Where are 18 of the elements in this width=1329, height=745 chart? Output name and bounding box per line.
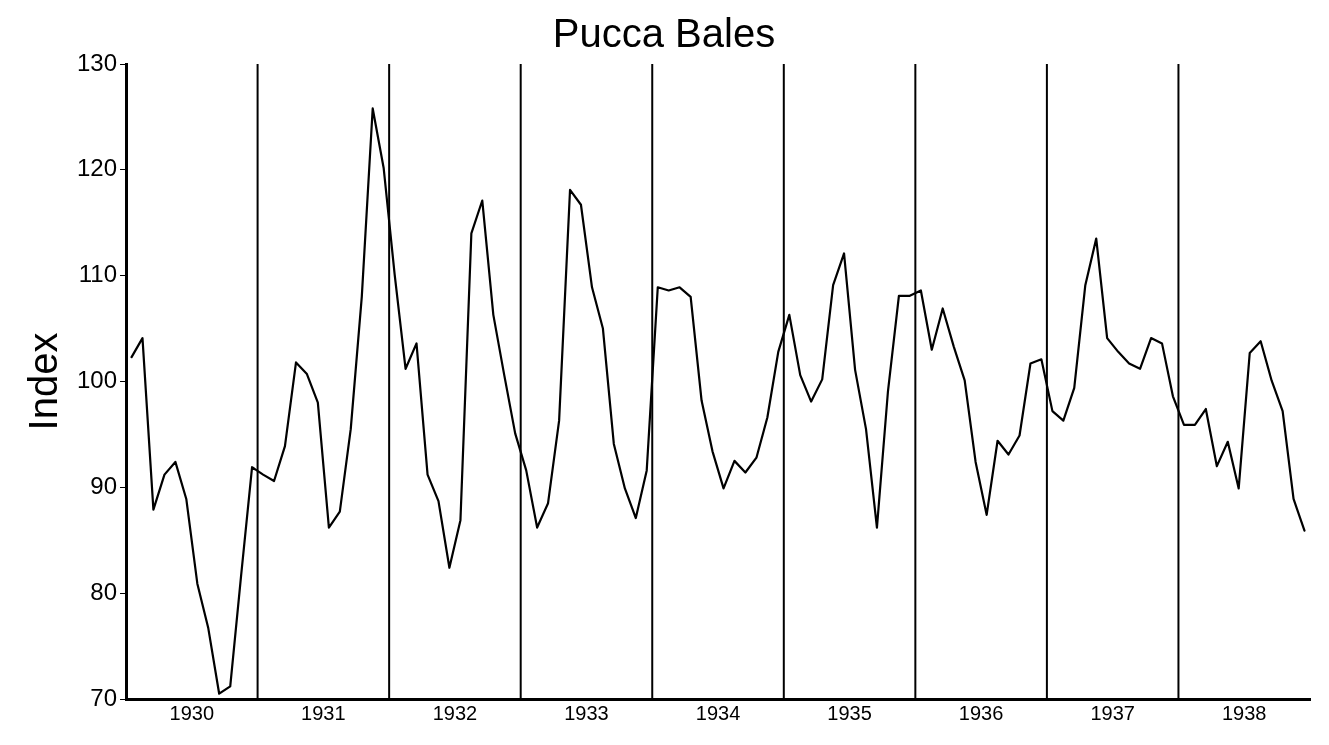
x-tick-label: 1935 [827,701,872,724]
x-tick-label: 1933 [564,701,609,724]
y-axis-title: Index [21,332,66,431]
x-tick-label: 1931 [301,701,346,724]
x-tick-label: 1932 [432,701,478,724]
x-tick-label: 1930 [169,701,215,724]
x-tick-label: 1938 [1221,701,1267,724]
y-tick-label: 70 [90,683,118,711]
y-tick-label: 110 [78,260,118,288]
x-tick-label: 1934 [695,701,741,724]
x-tick-label: 1936 [958,701,1004,724]
y-tick-label: 120 [77,154,118,182]
x-tick-label: 1937 [1090,701,1135,724]
y-tick-label: 80 [90,577,118,605]
y-tick-label: 90 [90,471,118,499]
y-tick-label: 130 [77,48,118,76]
y-tick-label: 100 [77,366,118,394]
chart-title: Pucca Bales [552,11,776,56]
